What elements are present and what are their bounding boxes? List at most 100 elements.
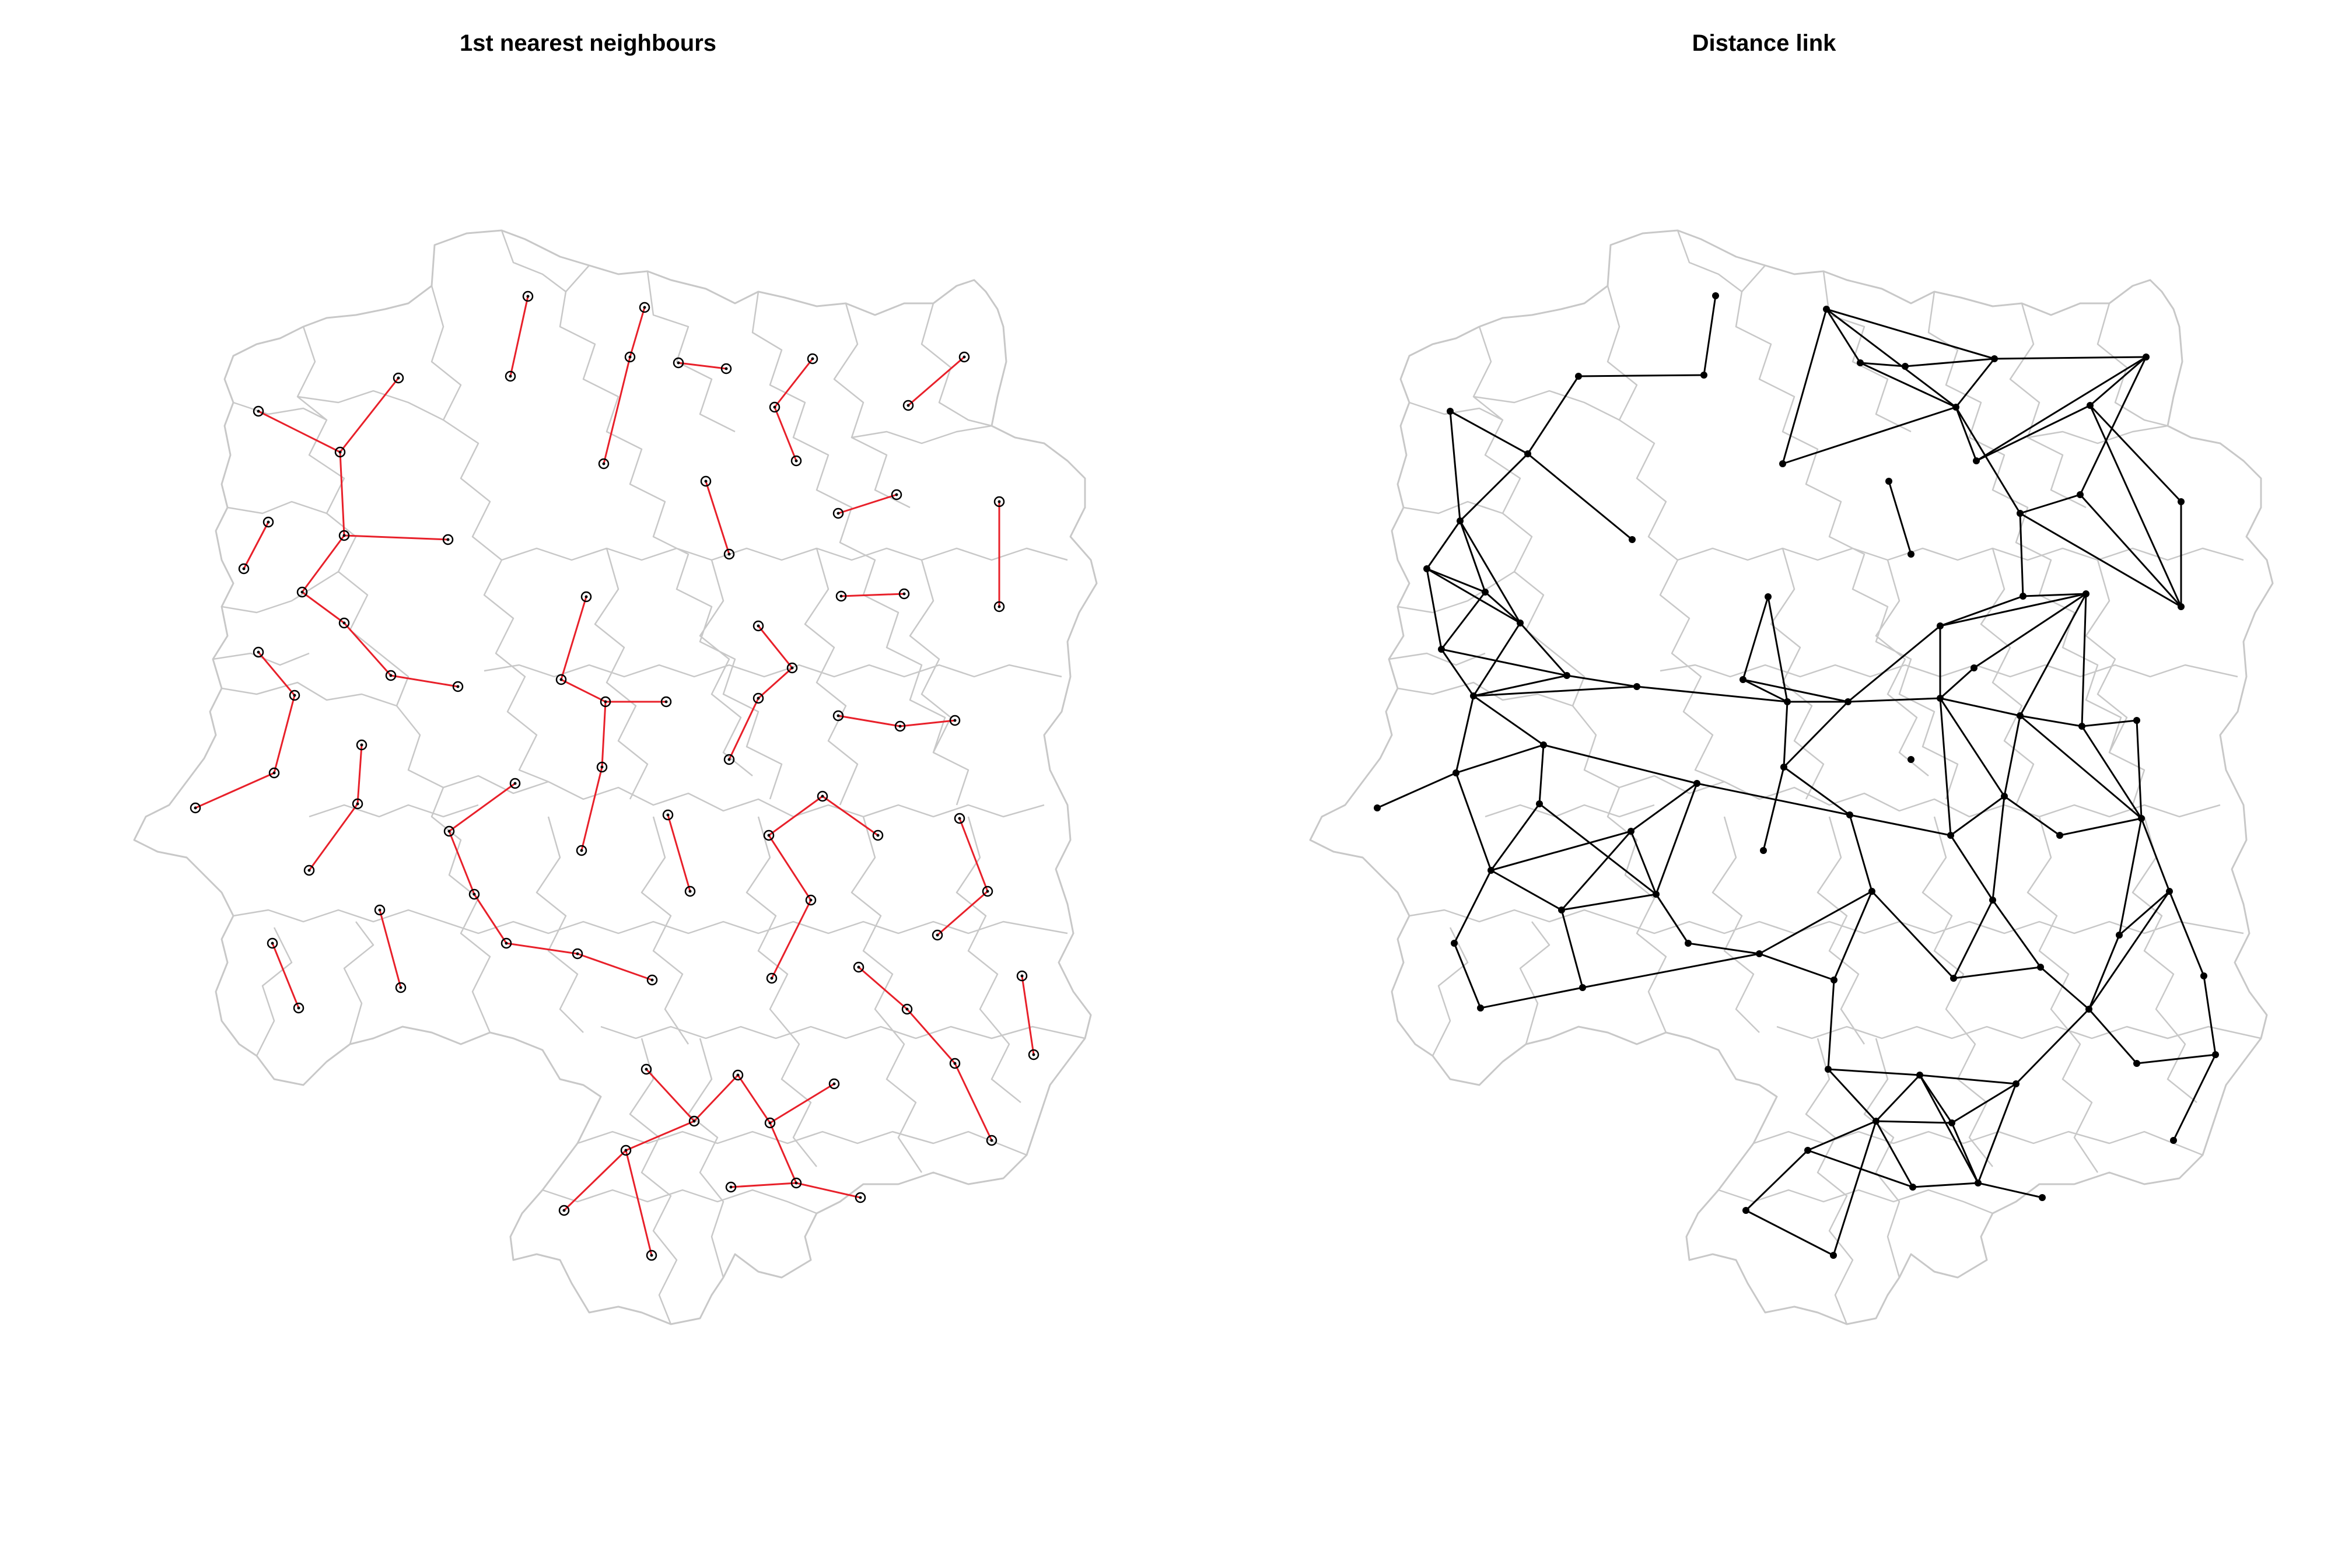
- distance-edge: [1976, 404, 2091, 462]
- distance-edge: [1955, 407, 2021, 514]
- distance-edge: [1759, 890, 1873, 955]
- region-centroid: [1908, 551, 1915, 558]
- region-centroid: [1457, 517, 1464, 524]
- distance-edge: [1426, 568, 1521, 624]
- centroid-dot: [650, 1254, 653, 1257]
- distance-edge: [1939, 698, 1952, 836]
- neighbour-edge: [629, 307, 646, 358]
- distance-edge: [2015, 1008, 2090, 1085]
- region-centroid: [1558, 907, 1565, 914]
- neighbour-edge: [1021, 975, 1035, 1055]
- centroid-dot: [360, 743, 363, 747]
- region-centroid: [898, 588, 910, 600]
- region-centroid: [501, 937, 512, 949]
- distance-edge: [2089, 404, 2182, 503]
- region-centroid: [1830, 1252, 1837, 1259]
- centroid-dot: [729, 1185, 733, 1189]
- distance-edge: [1826, 308, 1957, 408]
- neighbour-edge: [257, 652, 296, 696]
- distance-edge: [1807, 1149, 1913, 1188]
- centroid-dot: [963, 355, 966, 359]
- distance-edge: [1472, 622, 1521, 696]
- region-centroid: [293, 1002, 304, 1014]
- distance-edge: [1742, 678, 1849, 703]
- distance-edge: [1527, 453, 1633, 541]
- region-centroid: [958, 351, 970, 363]
- centroid-dot: [643, 306, 646, 309]
- region-centroid: [522, 290, 534, 302]
- distance-edge: [1833, 891, 1873, 981]
- region-centroid: [1780, 764, 1787, 771]
- centroid-dot: [953, 1062, 957, 1065]
- region-centroid: [374, 904, 386, 916]
- distance-edge: [1955, 358, 1996, 408]
- region-centroid: [238, 563, 250, 575]
- distance-edge: [2090, 356, 2147, 407]
- region-centroid: [468, 888, 480, 900]
- distance-edge: [1847, 625, 1941, 703]
- distance-edge: [2088, 891, 2171, 1010]
- centroid-dot: [724, 367, 728, 370]
- distance-edge: [2004, 795, 2060, 836]
- distance-edge: [1742, 678, 1788, 703]
- centroid-dot: [378, 908, 382, 912]
- centroid-dot: [509, 374, 512, 378]
- region-centroid: [1937, 695, 1944, 702]
- region-centroid: [1028, 1049, 1040, 1060]
- centroid-dot: [821, 794, 824, 798]
- neighbour-edge: [339, 452, 345, 536]
- distance-edge: [2088, 1009, 2138, 1064]
- distance-edge: [2081, 726, 2143, 819]
- distance-edge: [1951, 1122, 1979, 1184]
- region-centroid: [598, 458, 610, 470]
- centroid-dot: [767, 834, 771, 837]
- distance-edge: [1582, 953, 1760, 989]
- distance-edge: [2020, 512, 2182, 608]
- centroid-dot: [757, 624, 760, 628]
- region-centroid: [835, 590, 847, 602]
- neighbour-edge: [900, 719, 956, 727]
- neighbour-edge: [448, 831, 475, 895]
- region-centroid: [385, 670, 397, 681]
- region-centroid: [555, 674, 567, 685]
- region-centroid: [1482, 589, 1489, 596]
- centroid-dot: [257, 650, 260, 654]
- distance-edge: [2019, 513, 2024, 597]
- neighbour-edge: [908, 356, 965, 407]
- distance-edge: [2059, 817, 2142, 836]
- distance-edge: [1459, 453, 1529, 522]
- distance-edge: [1912, 1182, 1979, 1188]
- centroid-dot: [953, 719, 957, 722]
- centroid-dot: [1020, 974, 1024, 978]
- distance-edge: [1377, 772, 1457, 809]
- region-centroid: [190, 802, 201, 814]
- distance-edge: [1473, 685, 1637, 697]
- distance-edge: [2119, 890, 2170, 936]
- neighbour-edge: [195, 772, 275, 809]
- centroid-dot: [526, 295, 530, 298]
- region-centroid: [660, 696, 672, 708]
- distance-edge: [1860, 362, 1906, 368]
- region-centroid: [2170, 1137, 2177, 1144]
- distance-edge: [2020, 715, 2082, 727]
- centroid-dot: [727, 758, 731, 761]
- centroid-dot: [584, 595, 588, 598]
- centroid-dot: [895, 493, 898, 496]
- region-centroid: [769, 401, 780, 413]
- distance-edge: [1955, 407, 1978, 461]
- distance-edge: [1992, 796, 2006, 901]
- region-centroid: [872, 830, 884, 841]
- distance-edge: [1745, 1149, 1809, 1212]
- region-centroid: [1524, 450, 1531, 457]
- region-centroid: [1575, 373, 1582, 380]
- neighbour-edge: [625, 1150, 653, 1256]
- region-centroid: [2037, 964, 2044, 971]
- centroid-dot: [505, 942, 508, 945]
- neighbour-edge: [730, 1182, 797, 1188]
- distance-edge: [1473, 674, 1567, 697]
- region-centroid: [2078, 723, 2085, 730]
- region-centroid: [662, 809, 674, 821]
- neighbour-edge: [645, 1068, 695, 1122]
- region-centroid: [2200, 972, 2207, 979]
- neighbour-edge: [258, 410, 341, 453]
